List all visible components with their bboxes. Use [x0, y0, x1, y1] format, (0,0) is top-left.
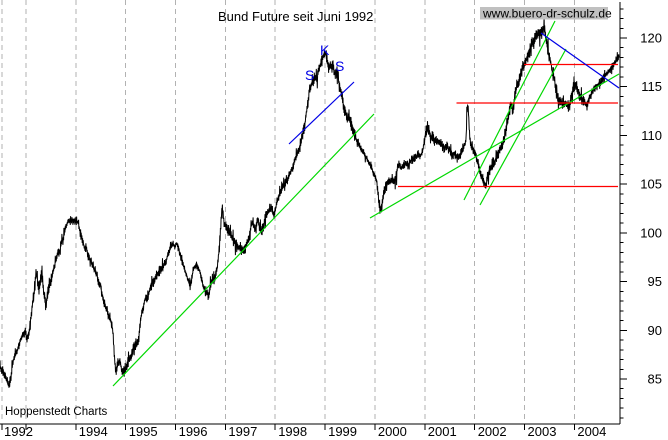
svg-text:1999: 1999: [328, 424, 357, 439]
svg-text:1995: 1995: [129, 424, 158, 439]
svg-text:2000: 2000: [378, 424, 407, 439]
svg-text:Bund Future seit Juni 1992: Bund Future seit Juni 1992: [218, 9, 373, 24]
svg-text:S: S: [335, 58, 344, 74]
svg-text:105: 105: [640, 177, 662, 192]
svg-text:110: 110: [641, 128, 662, 143]
svg-text:1996: 1996: [179, 424, 208, 439]
svg-text:90: 90: [648, 323, 662, 338]
svg-text:85: 85: [648, 372, 662, 387]
svg-text:www.buero-dr-schulz.de: www.buero-dr-schulz.de: [482, 7, 612, 21]
svg-text:K: K: [320, 42, 330, 58]
svg-text:1997: 1997: [228, 424, 257, 439]
svg-text:95: 95: [648, 274, 662, 289]
svg-text:1994: 1994: [79, 424, 108, 439]
svg-text:120: 120: [640, 31, 662, 46]
svg-text:1992: 1992: [4, 424, 33, 439]
svg-text:Hoppenstedt Charts: Hoppenstedt Charts: [5, 406, 108, 418]
svg-text:100: 100: [640, 225, 662, 240]
svg-text:S: S: [305, 67, 314, 83]
svg-text:2002: 2002: [478, 424, 507, 439]
svg-text:2004: 2004: [577, 424, 606, 439]
svg-text:2001: 2001: [428, 424, 457, 439]
svg-text:115: 115: [641, 79, 662, 94]
svg-text:1998: 1998: [278, 424, 307, 439]
svg-text:2003: 2003: [528, 424, 557, 439]
